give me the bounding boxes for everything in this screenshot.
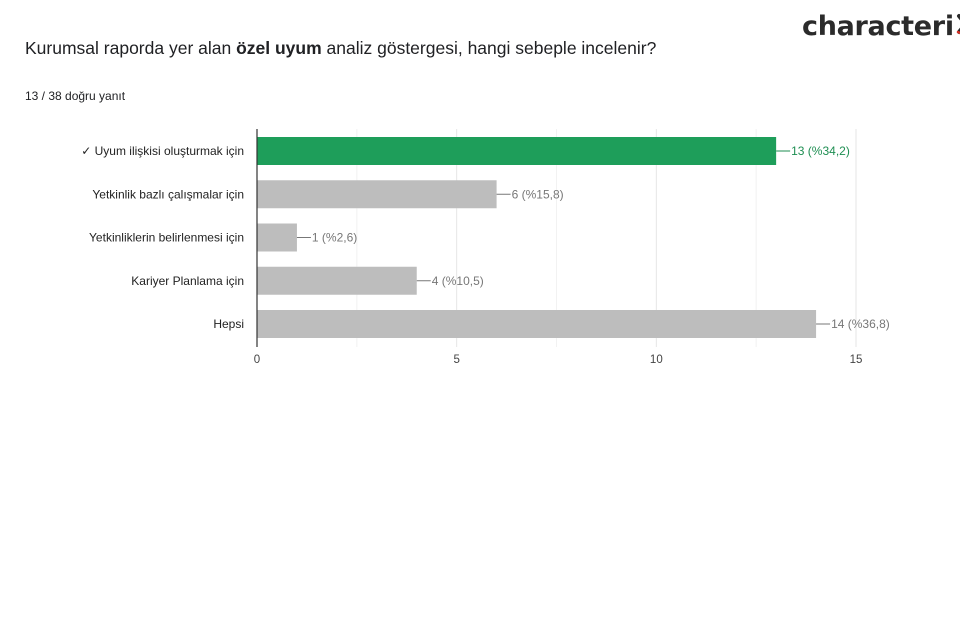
x-tick-label: 15 — [850, 354, 863, 366]
correct-answer-summary: 13 / 38 doğru yanıt — [25, 89, 126, 103]
category-label: Kariyer Planlama için — [131, 274, 244, 288]
value-label: 1 (%2,6) — [312, 231, 357, 245]
value-label: 4 (%10,5) — [432, 274, 484, 288]
bar — [257, 223, 297, 252]
x-tick-label: 0 — [254, 354, 260, 366]
question-text-start: Kurumsal raporda yer alan — [25, 38, 237, 58]
bar — [257, 180, 497, 209]
x-tick-label: 10 — [650, 354, 663, 366]
question-title: Kurumsal raporda yer alan özel uyum anal… — [25, 38, 656, 59]
bar — [257, 266, 417, 295]
category-label: Yetkinlik bazlı çalışmalar için — [92, 187, 244, 201]
question-text-end: analiz göstergesi, hangi sebeple incelen… — [321, 38, 657, 58]
question-text-bold: özel uyum — [236, 38, 322, 58]
bar — [257, 310, 817, 338]
logo-text: characteri — [802, 11, 954, 42]
value-label: 13 (%34,2) — [791, 144, 850, 158]
category-label: ✓ Uyum ilişkisi oluşturmak için — [81, 144, 244, 158]
value-label: 14 (%36,8) — [831, 317, 890, 331]
category-label: Yetkinliklerin belirlenmesi için — [89, 231, 244, 245]
characterix-logo: characteri — [802, 10, 960, 43]
value-label: 6 (%15,8) — [512, 187, 564, 201]
bar — [257, 137, 777, 165]
category-label: Hepsi — [213, 317, 244, 331]
x-tick-label: 5 — [453, 354, 459, 366]
